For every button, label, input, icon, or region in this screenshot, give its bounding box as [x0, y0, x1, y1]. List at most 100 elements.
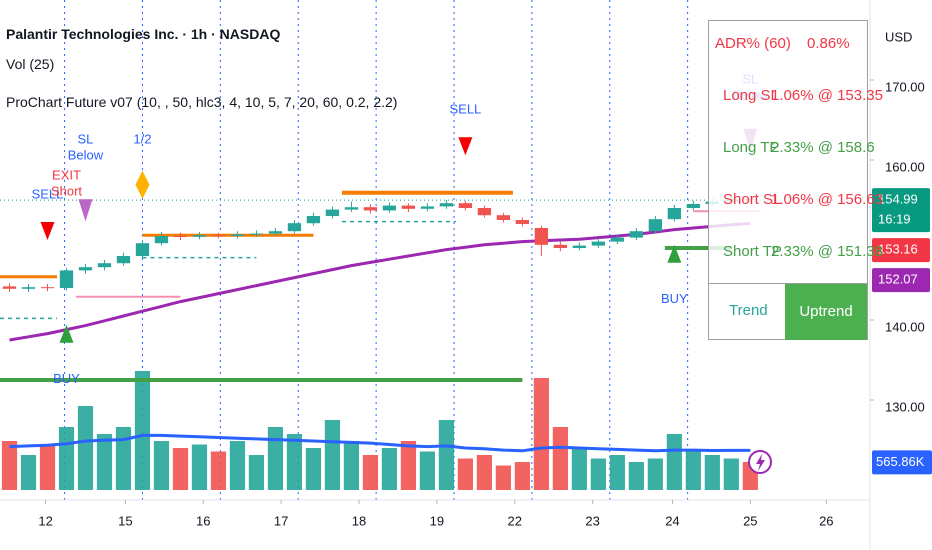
indicator-label: ProChart Future v07 (10, , 50, hlc3, 4, …: [6, 94, 398, 110]
x-tick-label: 15: [118, 513, 132, 528]
ma-line: [9, 221, 751, 342]
candle-body: [21, 287, 36, 289]
volume-bar: [191, 444, 208, 490]
candle-body: [648, 219, 662, 232]
volume-bar: [1, 441, 18, 490]
x-tick-label: 26: [819, 513, 833, 528]
volume-tag-label: 565.86K: [876, 454, 925, 469]
x-tick-label: 22: [508, 513, 522, 528]
y-tick-label: 140.00: [885, 319, 925, 334]
candle-body: [306, 216, 321, 224]
table-label: Long TP: [723, 139, 780, 156]
volume-bar: [229, 441, 246, 490]
signal-marker: [40, 222, 55, 240]
candle-body: [420, 206, 435, 209]
volume-bar: [666, 434, 682, 490]
table-value: Uptrend: [785, 284, 867, 340]
volume-bar: [77, 406, 94, 490]
volume-bar: [20, 455, 37, 490]
volume-bar: [134, 371, 151, 490]
candle-body: [135, 243, 150, 256]
volume-bar: [96, 434, 113, 490]
table-label: Short SL: [723, 191, 782, 208]
x-tick-label: 24: [665, 513, 679, 528]
volume-bar: [571, 448, 587, 490]
y-tick-label: 170.00: [885, 79, 925, 94]
volume-label: Vol (25): [6, 56, 55, 72]
candle-body: [667, 208, 681, 220]
volume-bar: [362, 455, 379, 490]
y-tick-label: 130.00: [885, 399, 925, 414]
volume-bar: [723, 458, 739, 490]
candle-body: [610, 237, 625, 242]
candle-body: [363, 207, 378, 211]
table-label: Trend: [729, 302, 768, 319]
volume-bar: [704, 455, 720, 490]
volume-bar: [628, 462, 644, 490]
annotation: EXIT: [52, 167, 81, 182]
candle-body: [287, 223, 302, 232]
x-tick-label: 23: [585, 513, 599, 528]
candle-body: [268, 231, 283, 234]
x-tick-label: 12: [38, 513, 52, 528]
volume-bar: [495, 465, 511, 490]
candle-body: [211, 235, 226, 237]
candle-body: [192, 235, 207, 237]
table-label: Short TP: [723, 243, 782, 260]
price-tag-label: 154.99: [878, 192, 918, 207]
candle-body: [572, 245, 587, 248]
annotation: Short: [51, 183, 82, 198]
candle-body: [230, 234, 245, 236]
candle-body: [477, 208, 492, 216]
volume-bar: [438, 420, 454, 490]
marker: [78, 199, 93, 222]
marker: [135, 170, 150, 199]
volume-bar: [115, 427, 132, 490]
volume-tag: [872, 450, 932, 475]
price-tag-label: 152.07: [878, 272, 918, 287]
candle-body: [2, 286, 17, 289]
price-tag: [872, 268, 930, 293]
candle-body: [686, 204, 700, 208]
volume-bar: [153, 441, 170, 490]
price-tag-countdown: 16:19: [878, 212, 911, 227]
volume-bar: [476, 455, 492, 490]
volume-bar: [172, 448, 189, 490]
alert-bolt: [756, 454, 765, 471]
candle-body: [382, 205, 397, 211]
candle-body: [249, 233, 264, 235]
candle-body: [154, 236, 169, 244]
candle-body: [439, 203, 454, 207]
price-tag: [872, 238, 930, 263]
signal-label: BUY: [53, 371, 80, 386]
x-tick-label: 16: [196, 513, 210, 528]
signal-marker: [59, 324, 74, 343]
table-label: Long SL: [723, 87, 779, 104]
x-tick-label: 19: [430, 513, 444, 528]
signal-label: SELL: [449, 102, 481, 117]
volume-bar: [685, 451, 701, 490]
price-tag: [872, 188, 930, 233]
annotation: Below: [68, 147, 104, 162]
volume-bar: [457, 458, 473, 490]
signal-marker: [667, 244, 682, 263]
volume-bar: [590, 458, 606, 490]
table-value: 2.33% @ 151.38: [771, 243, 883, 260]
volume-bar: [533, 378, 549, 490]
table-value: 0.86%: [807, 35, 850, 52]
x-tick-label: 17: [274, 513, 288, 528]
volume-bar: [647, 458, 663, 490]
candle-body: [116, 256, 131, 264]
volume-bar: [39, 444, 56, 490]
candle-body: [629, 231, 644, 238]
price-tag-label: 153.16: [878, 242, 918, 257]
candle-body: [401, 205, 416, 209]
volume-bar: [248, 455, 265, 490]
volume-bar: [514, 462, 530, 490]
table-value: 1.06% @ 156.63: [771, 191, 883, 208]
signal-marker: [458, 137, 473, 156]
candle-body: [496, 215, 511, 220]
signal-label: BUY: [661, 291, 688, 306]
